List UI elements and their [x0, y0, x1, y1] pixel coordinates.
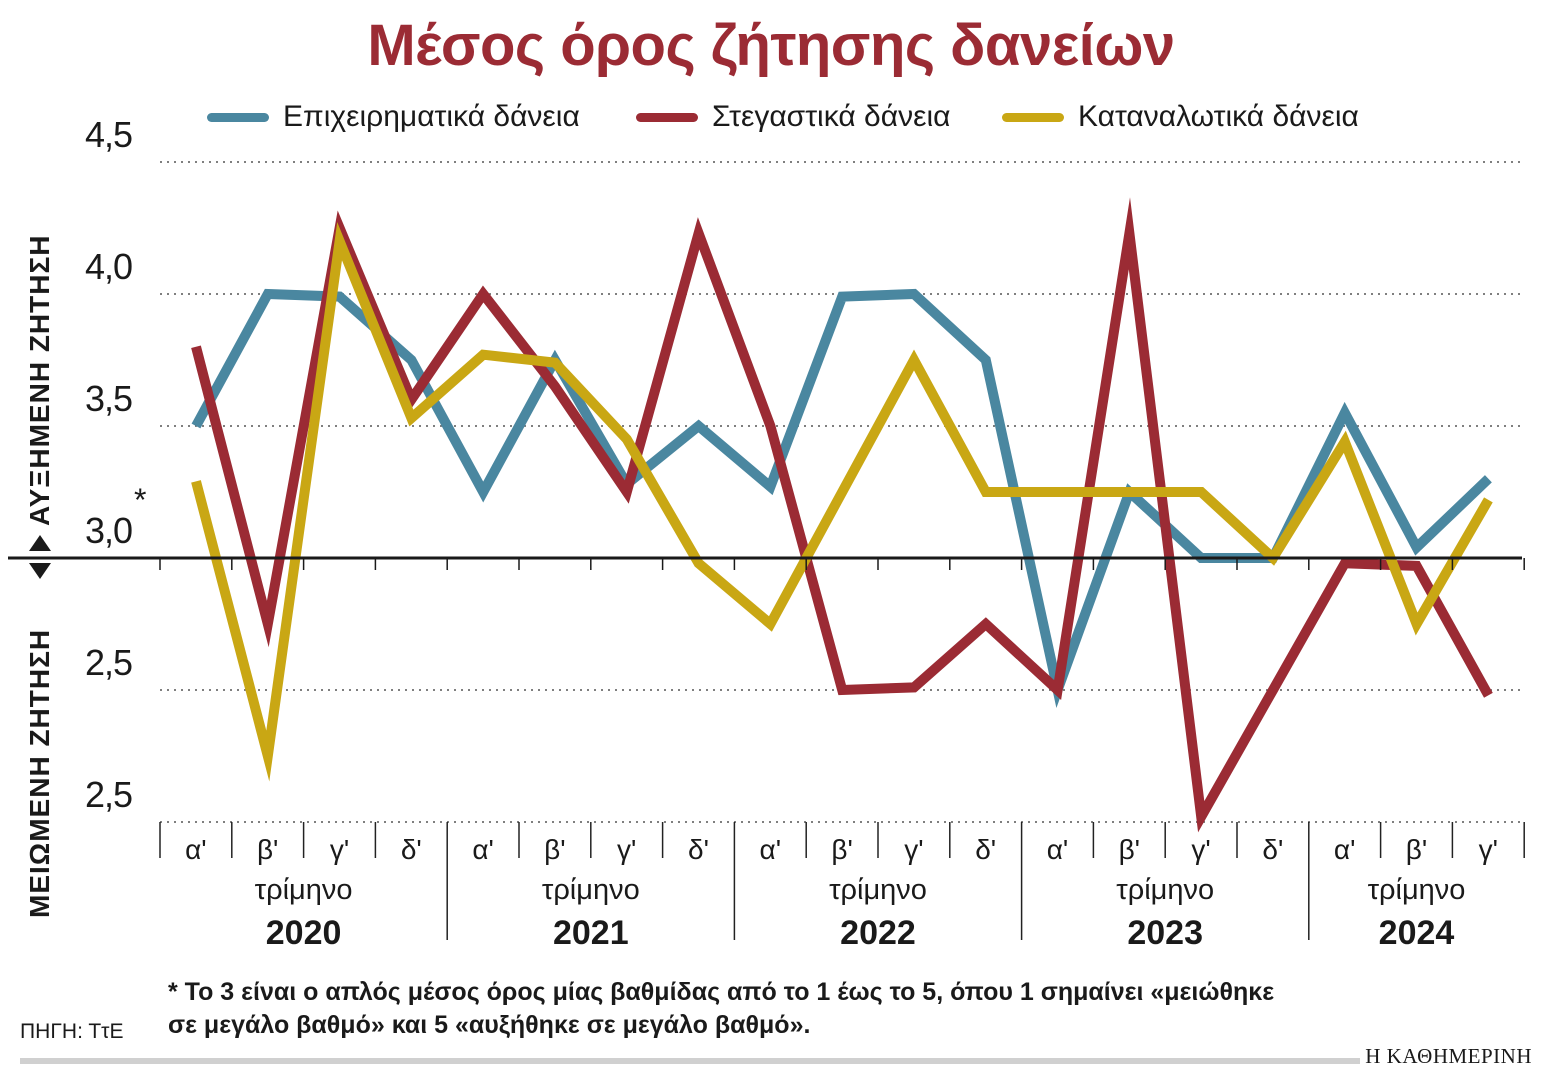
quarter-label: γ' — [904, 834, 924, 865]
chart-title: Μέσος όρος ζήτησης δανείων — [367, 13, 1175, 78]
period-label: τρίμηνο — [1116, 874, 1215, 906]
increased-demand-label: ΑΥΞΗΜΕΝΗ ΖΗΤΗΣΗ — [24, 234, 55, 527]
y-tick-label: 3,5 — [84, 378, 133, 419]
legend-label-consumer: Καταναλωτικά δάνεια — [1078, 100, 1359, 133]
y-tick-label: 4,0 — [84, 246, 133, 287]
y-tick-label: 2,5 — [84, 642, 133, 683]
period-label: τρίμηνο — [1367, 874, 1466, 906]
legend-swatch-consumer — [1002, 112, 1064, 122]
year-label: 2024 — [1378, 914, 1455, 952]
up-down-arrow-icon — [29, 535, 51, 579]
series-line-1 — [191, 197, 1493, 833]
quarter-label: α' — [1333, 834, 1356, 865]
quarter-label: δ' — [688, 834, 709, 865]
quarter-label: γ' — [617, 834, 637, 865]
quarter-label: α' — [185, 834, 207, 865]
quarter-label: β' — [256, 834, 279, 865]
year-label: 2021 — [552, 914, 629, 952]
bottom-rule — [20, 1058, 1360, 1064]
y-tick-label: 4,5 — [84, 114, 133, 155]
footnote-line-1: * Το 3 είναι ο απλός μέσος όρος μίας βαθ… — [168, 978, 1275, 1006]
period-label: τρίμηνο — [254, 874, 353, 906]
period-label: τρίμηνο — [829, 874, 927, 906]
source-label: ΠΗΓΗ: ΤτΕ — [20, 1020, 124, 1043]
footnote: * Το 3 είναι ο απλός μέσος όρος μίας βαθ… — [168, 976, 1348, 1042]
legend-item-housing: Στεγαστικά δάνεια — [636, 100, 950, 134]
series-lines — [8, 197, 1525, 833]
legend-swatch-business — [207, 112, 269, 122]
quarter-label: α' — [1046, 834, 1069, 865]
year-label: 2022 — [840, 914, 916, 952]
legend-label-housing: Στεγαστικά δάνεια — [712, 100, 951, 133]
quarter-label: γ' — [1191, 834, 1211, 865]
legend: Επιχειρηματικά δάνεια Στεγαστικά δάνεια … — [0, 100, 1542, 140]
y-tick-label: 3,0 — [84, 510, 133, 551]
period-label: τρίμηνο — [541, 874, 640, 906]
legend-item-consumer: Καταναλωτικά δάνεια — [1002, 100, 1359, 134]
year-label: 2020 — [265, 914, 342, 952]
decreased-demand-label: ΜΕΙΩΜΕΝΗ ΖΗΤΗΣΗ — [24, 628, 55, 918]
brand-logo: Η ΚΑΘΗΜΕΡΙΝΗ — [1365, 1044, 1532, 1068]
x-axis — [159, 822, 1525, 940]
quarter-label: α' — [759, 834, 782, 865]
quarter-label: γ' — [1478, 834, 1498, 865]
year-label: 2023 — [1127, 914, 1203, 952]
quarter-label: β' — [544, 834, 566, 865]
quarter-label: γ' — [329, 834, 350, 865]
quarter-label: β' — [831, 834, 853, 865]
reference-asterisk: * — [134, 482, 147, 518]
quarter-label: δ' — [400, 834, 422, 865]
quarter-label: β' — [1405, 834, 1428, 865]
quarter-label: δ' — [975, 834, 997, 865]
quarter-label: β' — [1118, 834, 1141, 865]
legend-swatch-housing — [636, 112, 698, 122]
quarter-label: δ' — [1262, 834, 1284, 865]
quarter-label: α' — [472, 834, 494, 865]
footnote-line-2: σε μεγάλο βαθμό» και 5 «αυξήθηκε σε μεγά… — [168, 1011, 811, 1039]
legend-label-business: Επιχειρηματικά δάνεια — [283, 100, 580, 133]
legend-item-business: Επιχειρηματικά δάνεια — [207, 100, 580, 134]
y-tick-label: 2,5 — [84, 774, 133, 815]
